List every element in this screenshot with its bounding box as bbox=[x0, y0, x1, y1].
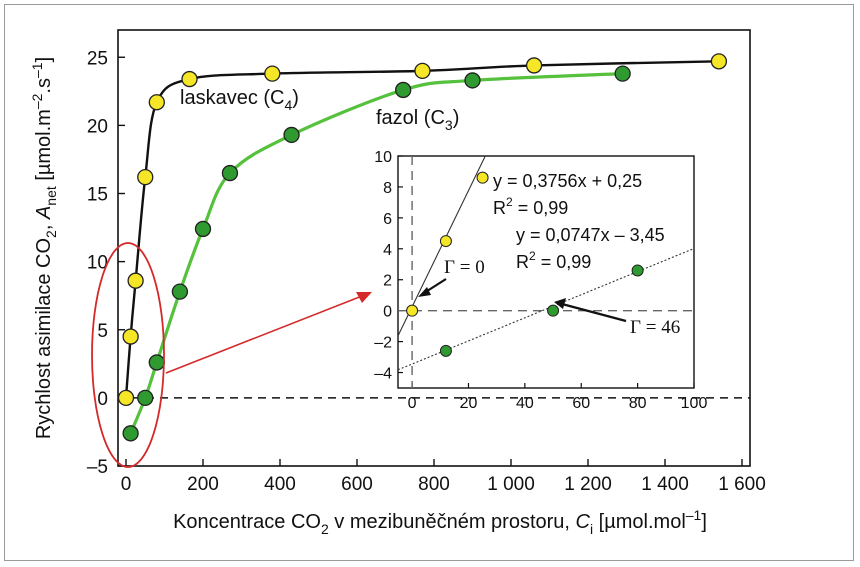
data-point-s1-2 bbox=[148, 354, 165, 371]
inset-r2-fazol: R2 = 0,99 bbox=[516, 249, 591, 272]
y-axis-label: Rychlost asimilace CO2, Anet [µmol.m–2.s… bbox=[29, 57, 59, 439]
data-point-s1-6 bbox=[283, 126, 300, 144]
highlight-ellipse bbox=[91, 242, 165, 468]
inset-x-tick-label-3: 60 bbox=[572, 395, 590, 412]
y-tick-label-4: 15 bbox=[87, 185, 108, 206]
x-axis-label: Koncentrace CO2 v mezibuněčném prostoru,… bbox=[173, 507, 707, 537]
x-tick-label-0: 0 bbox=[121, 474, 132, 495]
gamma-label-laskavec: Γ = 0 bbox=[444, 257, 485, 278]
data-point-s0-4 bbox=[148, 94, 165, 111]
inset-point-s1-0 bbox=[439, 344, 452, 357]
x-tick-label-3: 600 bbox=[341, 474, 373, 495]
data-point-s0-8 bbox=[525, 57, 543, 74]
inset-x-tick-label-0: 0 bbox=[408, 395, 417, 412]
inset-point-s1-2 bbox=[631, 264, 644, 277]
inset-x-tick-label-1: 20 bbox=[460, 395, 478, 412]
data-point-s1-0 bbox=[122, 425, 139, 442]
data-point-s0-2 bbox=[127, 272, 144, 289]
inset-y-tick-label-0: –4 bbox=[374, 366, 392, 383]
series-label-fazol: fazol (C3) bbox=[376, 107, 459, 133]
x-tick-label-2: 400 bbox=[264, 474, 296, 495]
data-point-s0-1 bbox=[122, 328, 139, 345]
x-tick-label-5: 1 000 bbox=[487, 474, 535, 495]
gamma-arrow-fazol bbox=[561, 302, 627, 323]
inset-x-tick-label-2: 40 bbox=[516, 395, 534, 412]
x-tick-label-8: 1 600 bbox=[718, 474, 766, 495]
inset-y-tick-label-6: 8 bbox=[383, 180, 392, 197]
inset-y-tick-label-5: 6 bbox=[383, 211, 392, 228]
data-point-s0-3 bbox=[137, 168, 154, 186]
data-point-s1-4 bbox=[194, 220, 212, 238]
data-point-s1-1 bbox=[137, 389, 154, 407]
data-point-s1-3 bbox=[171, 283, 189, 300]
inset-y-tick-label-7: 10 bbox=[374, 149, 392, 166]
inset-point-s0-2 bbox=[476, 171, 489, 184]
x-tick-label-4: 800 bbox=[418, 474, 450, 495]
inset-point-s0-1 bbox=[439, 235, 452, 248]
inset-y-tick-label-2: 0 bbox=[383, 304, 392, 321]
data-point-s0-9 bbox=[710, 53, 728, 70]
gamma-label-fazol: Γ = 46 bbox=[630, 317, 680, 338]
highlight-arrowhead bbox=[356, 292, 372, 303]
data-point-s1-7 bbox=[395, 81, 412, 99]
data-point-s0-7 bbox=[414, 62, 431, 80]
data-point-s1-8 bbox=[464, 72, 481, 89]
inset-equation-laskavec: y = 0,3756x + 0,25 bbox=[493, 171, 642, 191]
x-tick-label-6: 1 200 bbox=[564, 474, 612, 495]
inset-point-s1-1 bbox=[547, 304, 560, 317]
inset-equation-fazol: y = 0,0747x – 3,45 bbox=[516, 225, 665, 245]
highlight-arrow bbox=[165, 295, 363, 374]
gamma-arrowhead-laskavec bbox=[418, 287, 431, 297]
x-tick-label-7: 1 400 bbox=[641, 474, 689, 495]
inset-r2-laskavec: R2 = 0,99 bbox=[493, 195, 568, 218]
inset-y-tick-label-1: –2 bbox=[374, 335, 392, 352]
data-point-s0-6 bbox=[264, 65, 281, 82]
y-tick-label-3: 10 bbox=[87, 253, 108, 274]
y-tick-label-0: –5 bbox=[87, 457, 108, 478]
x-tick-label-1: 200 bbox=[187, 474, 219, 495]
data-point-s1-5 bbox=[221, 164, 239, 182]
y-tick-label-5: 20 bbox=[87, 116, 108, 137]
y-tick-label-1: 0 bbox=[97, 389, 108, 410]
inset-x-tick-label-4: 80 bbox=[629, 395, 647, 412]
data-point-s1-9 bbox=[614, 65, 631, 82]
inset-y-tick-label-4: 4 bbox=[383, 242, 392, 259]
inset-point-s0-0 bbox=[406, 304, 419, 317]
inset-x-tick-label-5: 100 bbox=[681, 395, 708, 412]
gamma-arrowhead-fazol bbox=[554, 298, 566, 309]
data-point-s0-5 bbox=[181, 70, 198, 88]
y-tick-label-2: 5 bbox=[97, 321, 108, 342]
y-tick-label-6: 25 bbox=[87, 48, 108, 69]
data-point-s0-0 bbox=[117, 389, 135, 407]
inset-y-tick-label-3: 2 bbox=[383, 273, 392, 290]
series-label-laskavec: laskavec (C4) bbox=[180, 87, 299, 113]
